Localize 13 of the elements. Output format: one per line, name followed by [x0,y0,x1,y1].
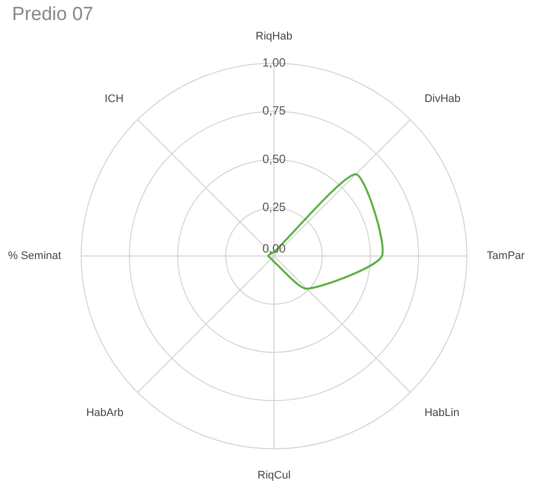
spoke-label: TamPar [486,250,526,262]
y-tick-label: 0,75 [262,104,286,118]
spoke-label: HabArb [86,407,124,420]
y-tick-label: 0,50 [262,152,286,166]
spoke-label: RiqHab [256,30,292,43]
y-tick-label: 0,25 [262,200,286,214]
chart-title: Predio 07 [12,4,94,26]
spoke-label: ICH [104,92,124,105]
spoke-label: RiqCul [257,469,291,482]
y-tick-label: 1,00 [262,56,286,70]
spoke-label: DivHab [424,92,461,105]
spoke-label: HabLin [424,407,460,420]
spoke-label: % Seminat [8,250,62,262]
